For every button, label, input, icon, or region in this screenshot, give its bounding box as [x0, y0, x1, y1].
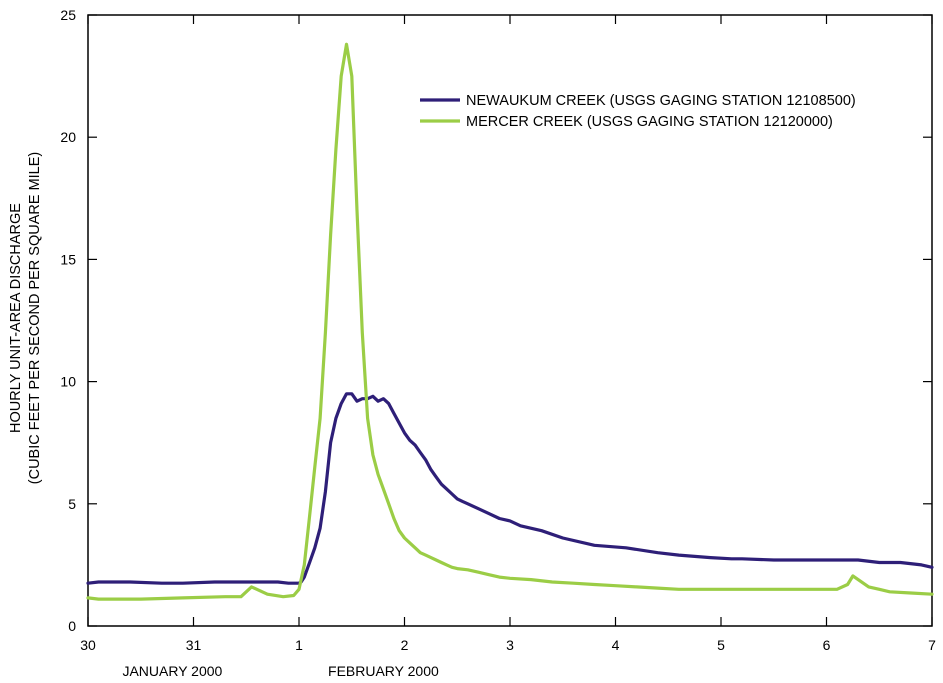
month-labels: JANUARY 2000 FEBRUARY 2000	[122, 663, 439, 679]
y-tick-label: 10	[60, 374, 76, 390]
x-tick-label: 6	[823, 637, 831, 653]
y-axis-label-line2: (CUBIC FEET PER SECOND PER SQUARE MILE)	[27, 152, 43, 484]
y-axis-label-line1: HOURLY UNIT-AREA DISCHARGE	[8, 203, 24, 433]
x-tick-label: 2	[401, 637, 409, 653]
month-label: FEBRUARY 2000	[328, 663, 439, 679]
x-tick-label: 7	[928, 637, 936, 653]
plot-area: 0 5 10 15 20 25 30 31 1 2 3 4 5 6 7 NEWAUKUM CREEK (U…	[60, 7, 936, 653]
y-tick-label: 0	[68, 618, 76, 634]
x-axis-ticks: 30 31 1 2 3 4 5 6 7	[80, 15, 936, 653]
x-tick-label: 1	[295, 637, 303, 653]
legend: NEWAUKUM CREEK (USGS GAGING STATION 1210…	[420, 93, 856, 130]
y-axis-title: HOURLY UNIT-AREA DISCHARGE (CUBIC FEET P…	[8, 152, 43, 484]
series-layer	[86, 42, 934, 601]
series-line-newaukum-creek	[86, 392, 934, 585]
y-tick-label: 20	[60, 129, 76, 145]
x-tick-label: 3	[506, 637, 514, 653]
y-axis-ticks: 0 5 10 15 20 25	[60, 7, 932, 634]
month-label: JANUARY 2000	[122, 663, 222, 679]
series-line-mercer-creek	[86, 42, 934, 601]
x-tick-label: 5	[717, 637, 725, 653]
y-tick-label: 25	[60, 7, 76, 23]
x-tick-label: 30	[80, 637, 96, 653]
legend-label: MERCER CREEK (USGS GAGING STATION 121200…	[466, 114, 833, 130]
y-tick-label: 15	[60, 251, 76, 267]
x-tick-label: 4	[612, 637, 620, 653]
y-tick-label: 5	[68, 496, 76, 512]
x-tick-label: 31	[186, 637, 202, 653]
legend-label: NEWAUKUM CREEK (USGS GAGING STATION 1210…	[466, 93, 856, 109]
